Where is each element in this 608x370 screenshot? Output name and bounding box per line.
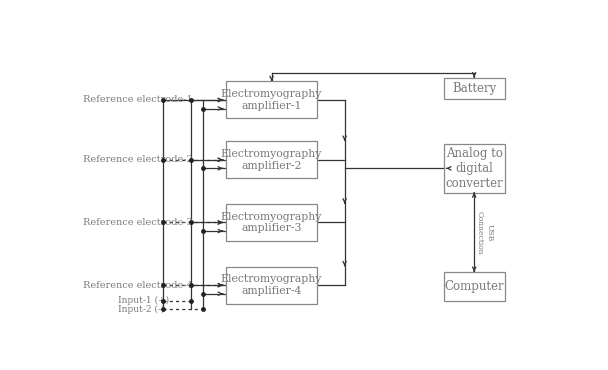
Text: Electromyography
amplifier-4: Electromyography amplifier-4: [221, 274, 322, 296]
Text: Reference electrode-2: Reference electrode-2: [83, 155, 193, 164]
Text: Input-1 (+): Input-1 (+): [119, 296, 170, 305]
Text: Input-2 (-): Input-2 (-): [119, 305, 165, 314]
Bar: [226, 267, 317, 304]
Text: Computer: Computer: [444, 280, 504, 293]
Text: Electromyography
amplifier-1: Electromyography amplifier-1: [221, 89, 322, 111]
Bar: [226, 204, 317, 241]
Bar: [226, 81, 317, 118]
Text: Reference electrode-4: Reference electrode-4: [83, 280, 193, 290]
Text: Electromyography
amplifier-2: Electromyography amplifier-2: [221, 149, 322, 171]
Text: Battery: Battery: [452, 82, 496, 95]
Text: Reference electrode-3: Reference electrode-3: [83, 218, 193, 227]
Text: Electromyography
amplifier-3: Electromyography amplifier-3: [221, 212, 322, 233]
Bar: [444, 78, 505, 99]
Bar: [444, 272, 505, 301]
Bar: [444, 144, 505, 192]
Bar: [226, 141, 317, 178]
Text: Reference electrode-1: Reference electrode-1: [83, 95, 193, 104]
Text: USB
Connection: USB Connection: [476, 211, 493, 254]
Text: Analog to
digital
converter: Analog to digital converter: [445, 147, 503, 190]
